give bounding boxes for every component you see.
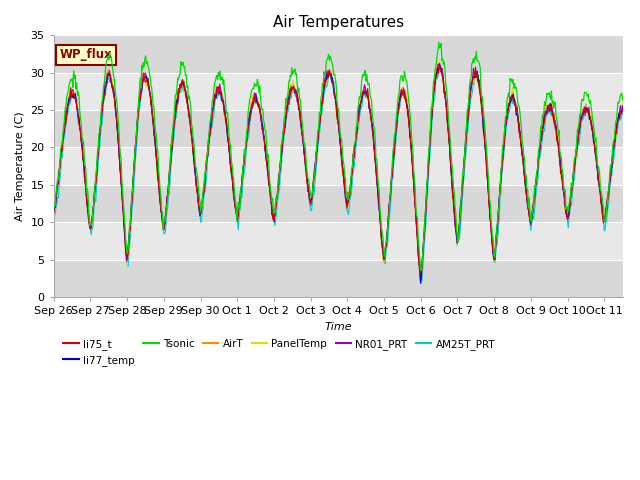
Legend: li75_t, li77_temp, Tsonic, AirT, PanelTemp, NR01_PRT, AM25T_PRT: li75_t, li77_temp, Tsonic, AirT, PanelTe…: [59, 335, 499, 370]
Bar: [54, 36, 623, 72]
Bar: [54, 72, 623, 110]
Text: WP_flux: WP_flux: [60, 48, 112, 61]
Bar: [54, 185, 623, 222]
Bar: [54, 222, 623, 260]
Title: Air Temperatures: Air Temperatures: [273, 15, 404, 30]
X-axis label: Time: Time: [324, 322, 352, 332]
Bar: [54, 147, 623, 185]
Bar: [54, 260, 623, 297]
Y-axis label: Air Temperature (C): Air Temperature (C): [15, 111, 25, 221]
Bar: [54, 110, 623, 147]
